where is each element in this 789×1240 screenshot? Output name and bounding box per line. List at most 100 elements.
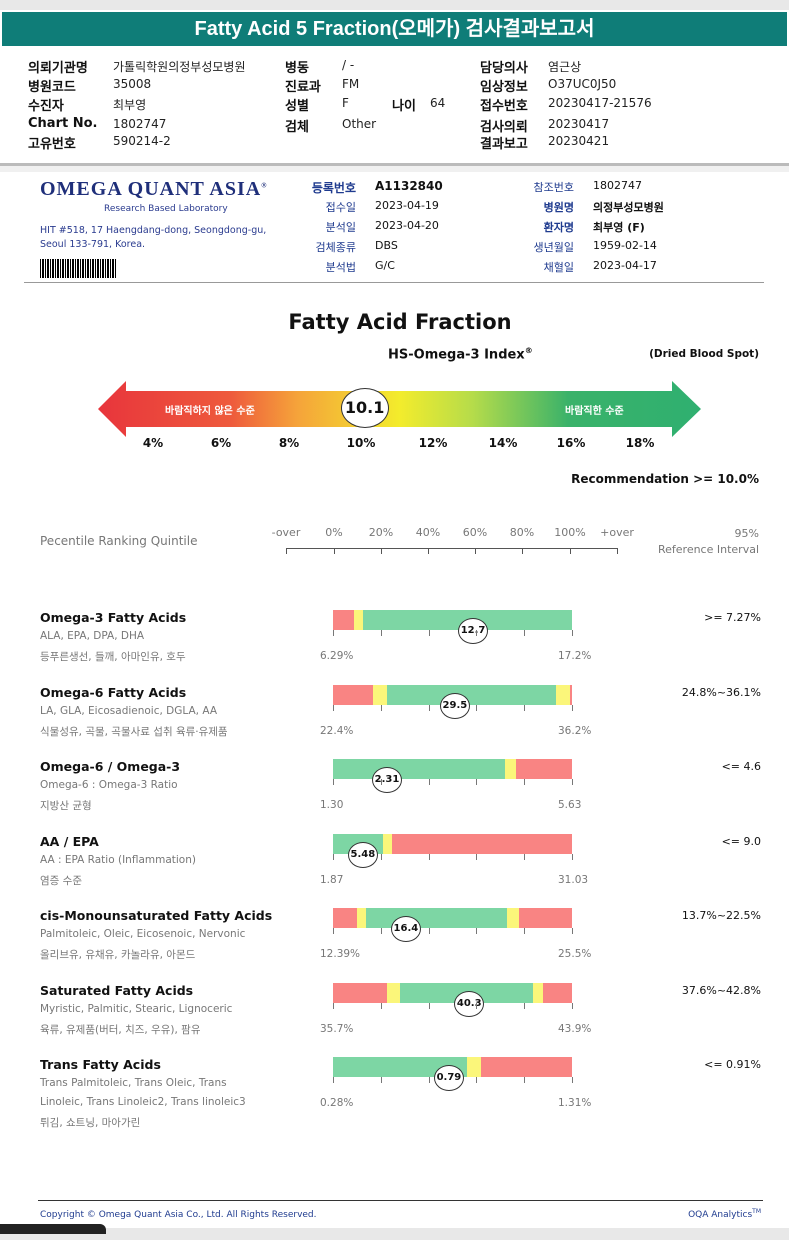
bar-tick: [572, 1002, 573, 1009]
header-value: 염근상: [548, 60, 582, 74]
row-bar: 5.48: [333, 833, 572, 868]
index-tick: 6%: [210, 436, 232, 450]
header-value: 35008: [113, 77, 152, 91]
bar-segment-red: [333, 610, 355, 630]
age-label: 나이: [392, 99, 416, 114]
row-title: AA / EPA: [40, 833, 99, 849]
scale-axis: [286, 548, 617, 549]
bar-tick: [524, 853, 526, 860]
value-marker: 0.79: [433, 1065, 464, 1091]
row-bar: 2.31: [333, 759, 572, 793]
row-components: Myristic, Palmitic, Stearic, Lignoceric: [40, 1002, 233, 1015]
specimen-note: (Dried Blood Spot): [649, 348, 759, 360]
range-max: 1.31%: [558, 1097, 592, 1109]
header-label: 검체: [285, 120, 309, 135]
info-label: 분석일: [325, 221, 356, 234]
value-marker: 5.48: [347, 841, 378, 868]
lab-logo: OMEGA QUANT ASIA®: [40, 178, 267, 201]
ref-interval-2: Reference Interval: [657, 543, 759, 556]
scale-label: 100%: [554, 526, 586, 539]
header-value: / -: [342, 58, 355, 72]
bar-segment-yellow: [555, 684, 571, 705]
index-tick: 14%: [488, 436, 518, 450]
row-components: Trans Palmitoleic, Trans Oleic, Trans: [40, 1077, 227, 1089]
index-value-marker: 10.1: [340, 388, 389, 428]
bar-tick: [476, 1002, 478, 1009]
header-value: O37UC0J50: [548, 77, 617, 91]
row-foods: 육류, 유제품(버터, 치즈, 우유), 팜유: [40, 1023, 201, 1036]
scale-label: 20%: [368, 526, 394, 539]
bar-segment-red: [333, 908, 357, 928]
bar-tick: [333, 704, 334, 711]
row-title: Omega-3 Fatty Acids: [40, 610, 187, 625]
brand-text: OQA Analytics: [688, 1210, 753, 1220]
lab-address-2: Seoul 133-791, Korea.: [40, 239, 146, 250]
row-title: Saturated Fatty Acids: [40, 982, 194, 998]
row-bar: 16.4: [333, 908, 572, 942]
row-bar: 12.7: [333, 610, 572, 644]
row-bar: 0.79: [333, 1057, 572, 1091]
scale-tick: [286, 548, 287, 554]
undesirable-label: 바람직하지 않은 수준: [165, 406, 255, 417]
row-foods: 염증 수준: [40, 874, 82, 887]
value-marker: 2.31: [372, 767, 402, 793]
bar-tick: [572, 704, 573, 711]
info-value: 2023-04-17: [593, 259, 657, 272]
report-title: Fatty Acid 5 Fraction(오메가) 검사결과보고서: [2, 12, 787, 46]
bar-tick: [524, 630, 526, 636]
row-components: LA, GLA, Eicosadienoic, DGLA, AA: [40, 704, 218, 717]
bar-segment-yellow: [505, 759, 517, 779]
bar-tick: [428, 704, 430, 711]
info-label: 등록번호: [311, 181, 356, 195]
scale-tick: [428, 548, 429, 554]
tm-mark: TM: [752, 1208, 761, 1215]
range-max: 5.63: [558, 799, 582, 811]
index-tick: 10%: [346, 436, 376, 450]
range-max: 36.2%: [558, 724, 592, 737]
ref-interval-1: 95%: [734, 527, 759, 540]
bar-tick: [380, 630, 382, 636]
bar-tick: [428, 779, 430, 785]
bar-tick: [572, 853, 573, 860]
lab-address-1: HIT #518, 17 Haengdang-dong, Seongdong-g…: [40, 225, 267, 236]
row-components: Omega-6 : Omega-3 Ratio: [40, 779, 178, 791]
info-value: 1802747: [593, 179, 642, 192]
row-components: AA : EPA Ratio (Inflammation): [40, 853, 196, 866]
info-value: 1959-02-14: [593, 239, 657, 252]
header-label: 결과보고: [480, 137, 528, 152]
row-title: Omega-6 / Omega-3: [40, 759, 181, 774]
range-max: 17.2%: [558, 650, 592, 662]
row-title: cis-Monounsaturated Fatty Acids: [40, 908, 273, 923]
header-label: 병원코드: [28, 80, 76, 95]
bar-tick: [380, 853, 382, 860]
row-title: Trans Fatty Acids: [40, 1057, 161, 1072]
value-marker: 16.4: [390, 916, 421, 942]
bar-segment-green: [333, 759, 506, 779]
bar-segment-green: [333, 1057, 467, 1077]
header-label: 진료과: [285, 80, 321, 95]
row-components: Palmitoleic, Oleic, Eicosenoic, Nervonic: [40, 928, 246, 940]
scale-tick: [381, 548, 382, 554]
header-value: 20230417-21576: [548, 96, 652, 110]
header-value: 20230417: [548, 117, 610, 131]
range-min: 35.7%: [320, 1022, 354, 1035]
index-tick: 4%: [142, 436, 164, 450]
reference-value: 37.6%~42.8%: [681, 983, 761, 997]
value-marker: 12.7: [458, 618, 489, 644]
lab-tagline: Research Based Laboratory: [104, 204, 228, 214]
bar-tick: [333, 779, 334, 785]
scale-tick: [475, 548, 476, 554]
header-value: FM: [342, 77, 360, 91]
range-min: 1.30: [320, 799, 344, 811]
bar-tick: [572, 928, 573, 934]
ranking-label: Pecentile Ranking Quintile: [40, 534, 198, 548]
bar-segment-green: [387, 684, 556, 705]
header-value: 590214-2: [113, 134, 171, 148]
scale-label: 0%: [325, 526, 343, 539]
index-tick: 8%: [278, 436, 300, 450]
bar-segment-yellow: [372, 684, 387, 705]
reference-value: <= 9.0: [721, 834, 761, 848]
header-value: 1802747: [113, 117, 167, 131]
info-label: 접수일: [325, 201, 356, 214]
value-marker: 29.5: [439, 692, 470, 719]
